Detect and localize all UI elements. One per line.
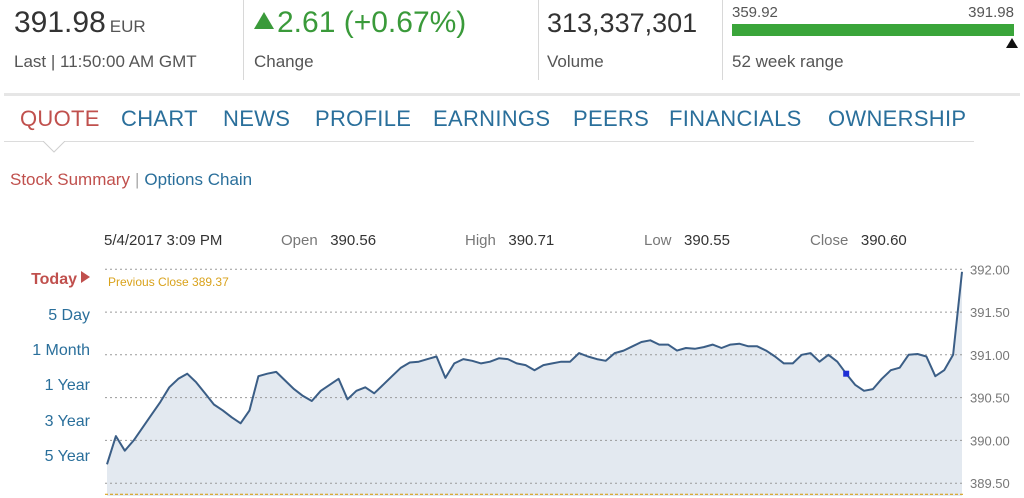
quote-datetime: 5/4/2017 3:09 PM: [104, 232, 223, 249]
current-point-marker: [843, 370, 850, 377]
active-tab-pointer-icon: [43, 141, 65, 153]
tab-chart[interactable]: CHART: [121, 106, 198, 131]
range-3-year[interactable]: 3 Year: [44, 413, 90, 430]
y-tick-label: 389.50: [970, 476, 1010, 491]
up-arrow-icon: [254, 12, 274, 29]
y-tick-label: 390.50: [970, 391, 1010, 406]
range-low: 359.92: [732, 4, 778, 21]
last-time: Last | 11:50:00 AM GMT: [14, 52, 197, 71]
range-high: 391.98: [968, 4, 1014, 21]
previous-close-label: Previous Close 389.37: [108, 275, 229, 289]
sub-navigation: Stock Summary | Options Chain: [10, 170, 252, 190]
y-tick-label: 391.00: [970, 348, 1010, 363]
range-1-year[interactable]: 1 Year: [44, 377, 90, 394]
range-1-month[interactable]: 1 Month: [32, 342, 90, 359]
tabs-top-border: [4, 93, 1020, 96]
volume-value: 313,337,301: [547, 8, 698, 38]
main-tabs: QUOTE CHART NEWS PROFILE EARNINGS PEERS …: [4, 96, 974, 142]
options-chain-link[interactable]: Options Chain: [144, 170, 253, 189]
divider: [722, 0, 723, 80]
tab-quote[interactable]: QUOTE: [20, 106, 100, 131]
tab-peers[interactable]: PEERS: [573, 106, 650, 131]
range-bar: [732, 24, 1014, 36]
price-line: [106, 271, 963, 465]
y-tick-label: 392.00: [970, 262, 1010, 277]
quote-header: 391.98 EUR Last | 11:50:00 AM GMT 2.61 (+…: [0, 0, 1024, 86]
range-5-year[interactable]: 5 Year: [44, 448, 90, 465]
y-tick-label: 391.50: [970, 305, 1010, 320]
tab-ownership[interactable]: OWNERSHIP: [828, 106, 967, 131]
range-label: 52 week range: [732, 52, 844, 71]
chart-area-fill: [107, 271, 962, 496]
quote-high: High 390.71: [465, 232, 555, 249]
quote-low: Low 390.55: [644, 232, 730, 249]
change-block: 2.61 (+0.67%) Change: [254, 0, 534, 80]
range-marker-icon: [1006, 38, 1018, 48]
divider: [243, 0, 244, 80]
tab-news[interactable]: NEWS: [223, 106, 291, 131]
change-label: Change: [254, 52, 314, 71]
divider: [538, 0, 539, 80]
change-value: 2.61 (+0.67%): [277, 6, 467, 39]
tab-profile[interactable]: PROFILE: [315, 106, 412, 131]
tab-earnings[interactable]: EARNINGS: [433, 106, 551, 131]
range-5-day[interactable]: 5 Day: [48, 307, 90, 324]
y-tick-label: 390.00: [970, 433, 1010, 448]
subnav-separator: |: [134, 170, 140, 189]
quote-close: Close 390.60: [810, 232, 907, 249]
currency: EUR: [109, 17, 146, 36]
volume-label: Volume: [547, 52, 604, 71]
week-range-block: 359.92 391.98 52 week range: [732, 0, 1022, 80]
stock-summary-link[interactable]: Stock Summary: [10, 170, 130, 189]
caret-right-icon: [81, 271, 90, 283]
volume-block: 313,337,301 Volume: [547, 0, 717, 80]
quote-open: Open 390.56: [281, 232, 377, 249]
range-today[interactable]: Today: [0, 271, 90, 289]
tab-financials[interactable]: FINANCIALS: [669, 106, 802, 131]
last-price-block: 391.98 EUR Last | 11:50:00 AM GMT: [14, 0, 239, 80]
last-price: 391.98: [14, 6, 106, 39]
